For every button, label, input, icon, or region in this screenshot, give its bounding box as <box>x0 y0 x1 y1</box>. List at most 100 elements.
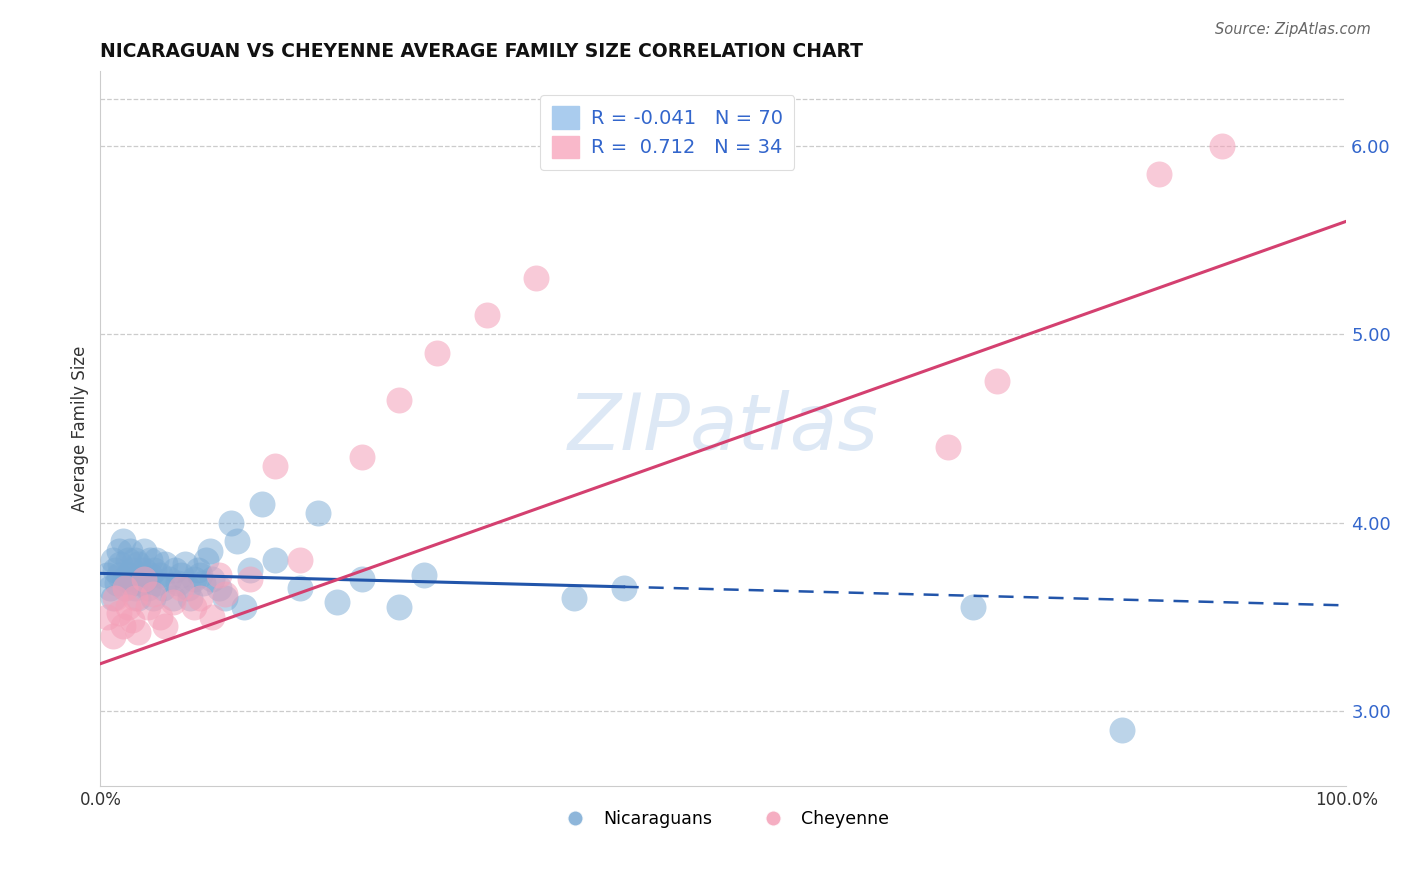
Point <box>121 575 143 590</box>
Point <box>139 553 162 567</box>
Point <box>121 614 143 628</box>
Point <box>101 628 124 642</box>
Point <box>288 582 311 596</box>
Point <box>1149 167 1171 181</box>
Point <box>117 600 139 615</box>
Point <box>139 568 162 582</box>
Point <box>114 582 136 596</box>
Point <box>124 582 146 596</box>
Point <box>188 591 211 605</box>
Point <box>613 582 636 596</box>
Point <box>214 587 236 601</box>
Point <box>131 575 153 590</box>
Point <box>111 619 134 633</box>
Point <box>326 594 349 608</box>
Point <box>176 582 198 596</box>
Point <box>124 591 146 605</box>
Point <box>129 568 152 582</box>
Point <box>226 534 249 549</box>
Point <box>186 563 208 577</box>
Point <box>111 534 134 549</box>
Point <box>183 600 205 615</box>
Point <box>96 609 118 624</box>
Point <box>288 553 311 567</box>
Point <box>104 591 127 605</box>
Point <box>121 563 143 577</box>
Point <box>195 553 218 567</box>
Point <box>142 591 165 605</box>
Point <box>124 553 146 567</box>
Point <box>388 393 411 408</box>
Point <box>426 346 449 360</box>
Point <box>134 572 156 586</box>
Point <box>165 563 187 577</box>
Point <box>132 543 155 558</box>
Point <box>120 543 142 558</box>
Point <box>263 458 285 473</box>
Y-axis label: Average Family Size: Average Family Size <box>72 345 89 512</box>
Point <box>142 563 165 577</box>
Point <box>127 591 149 605</box>
Point <box>149 609 172 624</box>
Point <box>132 563 155 577</box>
Point <box>153 619 176 633</box>
Point <box>1211 139 1233 153</box>
Point <box>183 572 205 586</box>
Point <box>201 609 224 624</box>
Point <box>117 553 139 567</box>
Point <box>101 591 124 605</box>
Point <box>263 553 285 567</box>
Point <box>413 568 436 582</box>
Point <box>174 557 197 571</box>
Point <box>101 553 124 567</box>
Point <box>232 600 254 615</box>
Point <box>122 572 145 586</box>
Point <box>114 582 136 596</box>
Point <box>162 594 184 608</box>
Text: ZIPatlas: ZIPatlas <box>568 391 879 467</box>
Point <box>350 450 373 464</box>
Point <box>153 557 176 571</box>
Point <box>170 568 193 582</box>
Point <box>108 543 131 558</box>
Point <box>388 600 411 615</box>
Point <box>145 553 167 567</box>
Point <box>136 582 159 596</box>
Point <box>239 572 262 586</box>
Point <box>166 575 188 590</box>
Point <box>986 374 1008 388</box>
Point <box>136 600 159 615</box>
Point <box>104 563 127 577</box>
Point <box>201 572 224 586</box>
Point <box>157 572 180 586</box>
Point <box>1111 723 1133 737</box>
Point <box>149 568 172 582</box>
Point <box>350 572 373 586</box>
Point <box>562 591 585 605</box>
Point <box>96 568 118 582</box>
Point <box>307 506 329 520</box>
Point <box>114 572 136 586</box>
Point <box>98 582 121 596</box>
Point <box>108 606 131 620</box>
Point <box>179 591 201 605</box>
Point <box>475 309 498 323</box>
Point <box>162 591 184 605</box>
Text: NICARAGUAN VS CHEYENNE AVERAGE FAMILY SIZE CORRELATION CHART: NICARAGUAN VS CHEYENNE AVERAGE FAMILY SI… <box>100 42 863 61</box>
Point <box>127 557 149 571</box>
Point <box>145 575 167 590</box>
Point <box>105 575 128 590</box>
Point <box>152 582 174 596</box>
Point <box>142 587 165 601</box>
Point <box>219 516 242 530</box>
Point <box>198 543 221 558</box>
Point <box>191 575 214 590</box>
Point <box>208 582 231 596</box>
Point <box>108 568 131 582</box>
Point <box>188 568 211 582</box>
Point <box>127 624 149 639</box>
Point <box>117 568 139 582</box>
Text: Source: ZipAtlas.com: Source: ZipAtlas.com <box>1215 22 1371 37</box>
Point <box>239 563 262 577</box>
Point <box>252 497 274 511</box>
